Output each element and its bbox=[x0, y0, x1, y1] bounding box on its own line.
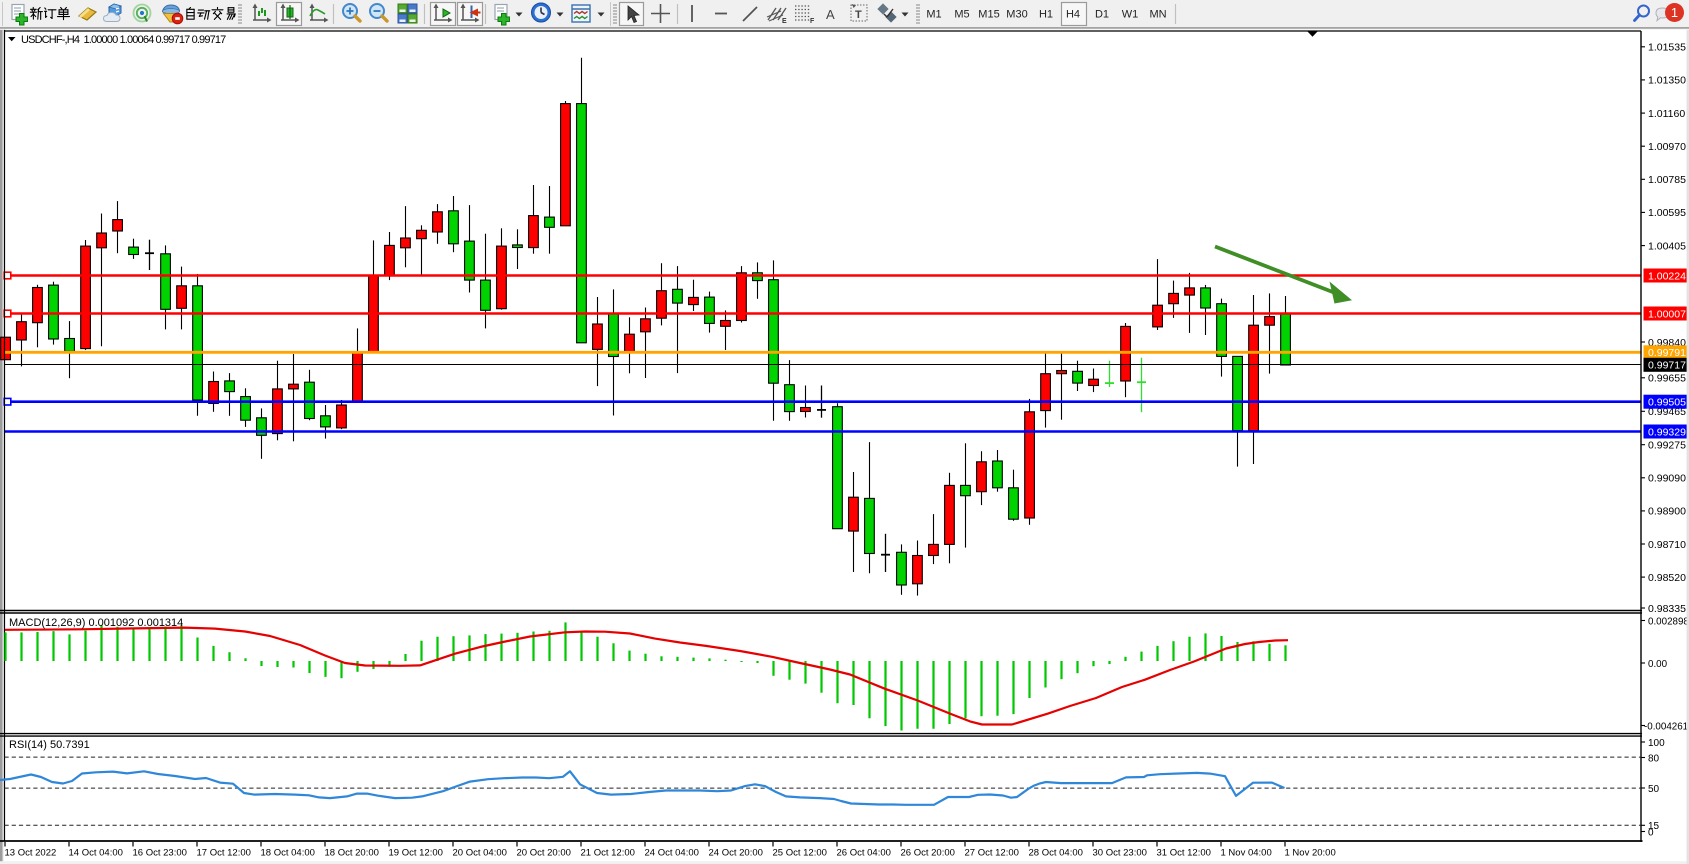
svg-text:1 Nov 20:00: 1 Nov 20:00 bbox=[1285, 848, 1336, 859]
svg-text:T: T bbox=[855, 9, 862, 21]
svg-text:H1: H1 bbox=[1039, 9, 1053, 21]
svg-text:-0.004261: -0.004261 bbox=[1644, 721, 1688, 732]
svg-text:1.01160: 1.01160 bbox=[1648, 108, 1685, 120]
svg-text:0.98900: 0.98900 bbox=[1648, 506, 1686, 518]
svg-text:M15: M15 bbox=[978, 9, 999, 21]
svg-text:0.00: 0.00 bbox=[1648, 659, 1668, 670]
svg-text:14 Oct 04:00: 14 Oct 04:00 bbox=[69, 848, 123, 859]
svg-text:16 Oct 23:00: 16 Oct 23:00 bbox=[133, 848, 187, 859]
svg-text:18 Oct 04:00: 18 Oct 04:00 bbox=[261, 848, 315, 859]
svg-text:USDCHF-,H4 1.00000 1.00064 0.: USDCHF-,H4 1.00000 1.00064 0.99717 0.997… bbox=[21, 34, 226, 46]
svg-text:0.99791: 0.99791 bbox=[1648, 347, 1686, 359]
svg-text:MN: MN bbox=[1149, 9, 1166, 21]
svg-text:H4: H4 bbox=[1066, 9, 1080, 21]
svg-text:1.01535: 1.01535 bbox=[1648, 42, 1686, 54]
svg-text:D1: D1 bbox=[1095, 9, 1109, 21]
svg-text:1.00970: 1.00970 bbox=[1648, 141, 1686, 153]
svg-text:A: A bbox=[826, 7, 835, 22]
svg-text:26 Oct 04:00: 26 Oct 04:00 bbox=[837, 848, 891, 859]
svg-text:100: 100 bbox=[1648, 738, 1665, 749]
svg-text:F: F bbox=[810, 18, 815, 25]
svg-text:1 Nov 04:00: 1 Nov 04:00 bbox=[1221, 848, 1272, 859]
svg-text:0.99465: 0.99465 bbox=[1648, 406, 1686, 418]
svg-text:W1: W1 bbox=[1122, 9, 1139, 21]
svg-text:1.00007: 1.00007 bbox=[1648, 308, 1686, 320]
svg-text:0.98520: 0.98520 bbox=[1648, 572, 1686, 584]
svg-text:M1: M1 bbox=[926, 9, 941, 21]
svg-text:15: 15 bbox=[1648, 821, 1660, 832]
svg-text:M5: M5 bbox=[954, 9, 969, 21]
svg-text:26 Oct 20:00: 26 Oct 20:00 bbox=[901, 848, 955, 859]
svg-text:1.01350: 1.01350 bbox=[1648, 75, 1686, 87]
svg-text:24 Oct 04:00: 24 Oct 04:00 bbox=[645, 848, 699, 859]
svg-text:0.99329: 0.99329 bbox=[1648, 426, 1686, 438]
svg-text:0.99717: 0.99717 bbox=[1648, 360, 1686, 372]
svg-text:0: 0 bbox=[1648, 827, 1654, 838]
svg-text:E: E bbox=[782, 18, 787, 25]
svg-text:18 Oct 20:00: 18 Oct 20:00 bbox=[325, 848, 379, 859]
svg-text:31 Oct 12:00: 31 Oct 12:00 bbox=[1157, 848, 1211, 859]
svg-text:50: 50 bbox=[1648, 784, 1660, 795]
svg-text:1.00785: 1.00785 bbox=[1648, 174, 1686, 186]
svg-text:0.99090: 0.99090 bbox=[1648, 473, 1686, 485]
svg-text:17 Oct 12:00: 17 Oct 12:00 bbox=[197, 848, 251, 859]
svg-text:19 Oct 12:00: 19 Oct 12:00 bbox=[389, 848, 443, 859]
svg-text:25 Oct 12:00: 25 Oct 12:00 bbox=[773, 848, 827, 859]
svg-text:13 Oct 2022: 13 Oct 2022 bbox=[5, 848, 57, 859]
svg-text:21 Oct 12:00: 21 Oct 12:00 bbox=[581, 848, 635, 859]
svg-text:20 Oct 20:00: 20 Oct 20:00 bbox=[517, 848, 571, 859]
svg-text:RSI(14) 50.7391: RSI(14) 50.7391 bbox=[9, 739, 90, 751]
svg-text:80: 80 bbox=[1648, 753, 1660, 764]
svg-text:0.98710: 0.98710 bbox=[1648, 539, 1686, 551]
svg-text:0.99275: 0.99275 bbox=[1648, 440, 1686, 452]
svg-text:1: 1 bbox=[1671, 5, 1678, 20]
svg-text:27 Oct 12:00: 27 Oct 12:00 bbox=[965, 848, 1019, 859]
svg-text:28 Oct 04:00: 28 Oct 04:00 bbox=[1029, 848, 1083, 859]
svg-text:24 Oct 20:00: 24 Oct 20:00 bbox=[709, 848, 763, 859]
svg-text:MACD(12,26,9) 0.001092 0.00131: MACD(12,26,9) 0.001092 0.001314 bbox=[9, 617, 183, 629]
svg-text:20 Oct 04:00: 20 Oct 04:00 bbox=[453, 848, 507, 859]
svg-text:1.00595: 1.00595 bbox=[1648, 207, 1686, 219]
svg-text:M30: M30 bbox=[1006, 9, 1027, 21]
svg-text:0.99505: 0.99505 bbox=[1648, 397, 1686, 409]
svg-text:1.00405: 1.00405 bbox=[1648, 240, 1686, 252]
svg-text:0.98335: 0.98335 bbox=[1648, 603, 1686, 615]
svg-text:30 Oct 23:00: 30 Oct 23:00 bbox=[1093, 848, 1147, 859]
svg-text:1.00224: 1.00224 bbox=[1648, 270, 1686, 282]
svg-text:0.002898: 0.002898 bbox=[1648, 616, 1689, 627]
svg-text:0.99655: 0.99655 bbox=[1648, 373, 1686, 385]
